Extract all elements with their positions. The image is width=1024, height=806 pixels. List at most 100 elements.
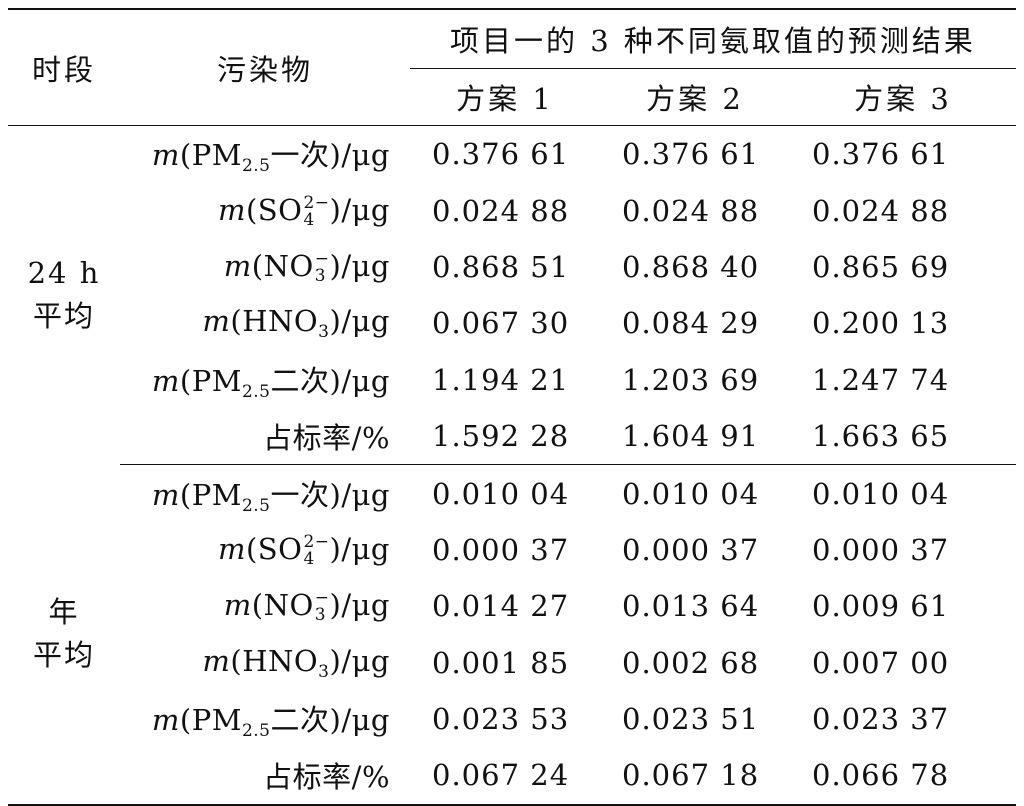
period-cell: 24 h 平均 (8, 126, 120, 465)
mass-symbol: m (217, 192, 246, 227)
results-table-container: 时段 污染物 项目一的 3 种不同氨取值的预测结果 方案 1 方案 2 方案 3… (8, 8, 1016, 806)
value-plan-1: 0.001 85 (432, 645, 570, 680)
table-row: m(PM2.5二次)/μg 0.023 53 0.023 51 0.023 37 (8, 691, 1016, 747)
value-plan-2: 0.002 68 (622, 645, 760, 680)
value-plan-2: 0.067 18 (600, 747, 790, 806)
header-period: 时段 (8, 9, 120, 126)
value-plan-3: 0.023 37 (812, 702, 950, 737)
ion-charge: − (314, 248, 330, 269)
mass-symbol: m (217, 531, 246, 566)
pollutant-name: (PM (179, 477, 242, 512)
value-plan-1: 0.000 37 (432, 532, 570, 567)
pollutant-cell: m(PM2.5一次)/μg (120, 465, 410, 522)
pollutant-name: (SO (245, 531, 303, 566)
pollutant-cell: m(HNO3)/μg (120, 635, 410, 691)
pollutant-unit: )/μg (329, 192, 390, 227)
ion-charge: 2− (303, 531, 330, 552)
value-plan-2: 0.376 61 (622, 137, 760, 172)
value-plan-3: 1.247 74 (812, 362, 950, 397)
table-row: 占标率/% 0.067 24 0.067 18 0.066 78 (8, 747, 1016, 806)
pollutant-name: (NO (251, 588, 314, 623)
header-pollutant: 污染物 (120, 9, 410, 126)
mass-symbol: m (223, 248, 252, 283)
pollutant-unit: )/μg (329, 643, 390, 678)
value-plan-3: 0.376 61 (812, 137, 950, 172)
pollutant-cell: 占标率/% (120, 747, 410, 806)
value-plan-1: 0.014 27 (432, 589, 570, 624)
pollutant-unit: )/μg (329, 531, 390, 566)
pollutant-unit: 一次)/μg (270, 138, 390, 173)
value-plan-2: 0.084 29 (622, 306, 760, 341)
pollutant-unit: )/μg (329, 304, 390, 339)
pollutant-cell: 占标率/% (120, 407, 410, 466)
table-row: 年平均 m(PM2.5一次)/μg 0.010 04 0.010 04 0.010 04 (8, 464, 1016, 806)
table-row: 占标率/% 1.592 28 1.604 91 1.663 65 (8, 407, 1016, 466)
period-cell: 年平均 (8, 464, 120, 806)
ion-subscript: 3 (314, 265, 327, 286)
value-plan-1: 0.868 51 (432, 249, 570, 284)
period-line: 年 (48, 594, 80, 629)
subscript: 2.5 (241, 381, 271, 402)
value-plan-3: 0.009 61 (812, 589, 950, 624)
charge-and-subscript: −3 (314, 248, 330, 286)
pollutant-name: 占标率/% (263, 421, 390, 456)
header-plan-3: 方案 3 (790, 68, 1016, 126)
pollutant-cell: m(PM2.5二次)/μg (120, 691, 410, 747)
table-row: m(HNO3)/μg 0.001 85 0.002 68 0.007 00 (8, 635, 1016, 691)
value-plan-3: 0.000 37 (812, 532, 950, 567)
pollutant-cell: m(PM2.5二次)/μg (120, 352, 410, 408)
table-body: 24 h 平均 m(PM2.5一次)/μg 0.376 61 0.376 61 0.376… (8, 126, 1016, 806)
value-plan-1: 0.376 61 (432, 137, 570, 172)
pollutant-cell: m(PM2.5一次)/μg (120, 126, 410, 183)
value-plan-1: 1.592 28 (410, 407, 600, 466)
pollutant-cell: m(HNO3)/μg (120, 295, 410, 351)
mass-symbol: m (151, 477, 180, 512)
value-plan-1: 0.067 24 (410, 747, 600, 806)
pollutant-cell: m(NO −3)/μg (120, 578, 410, 634)
value-plan-2: 0.010 04 (622, 476, 760, 511)
pollutant-unit: 一次)/μg (270, 477, 390, 512)
charge-and-subscript: 2− 4 (303, 192, 330, 229)
ion-charge: 2− (303, 192, 330, 213)
value-plan-2: 0.024 88 (622, 193, 760, 228)
subscript: 3 (318, 322, 330, 343)
table-row: m(HNO3)/μg 0.067 30 0.084 29 0.200 13 (8, 295, 1016, 351)
value-plan-2: 1.604 91 (600, 407, 790, 466)
pollutant-name: (SO (245, 192, 303, 227)
subscript: 2.5 (241, 721, 271, 742)
pollutant-unit: )/μg (329, 248, 390, 283)
value-plan-2: 0.013 64 (622, 589, 760, 624)
ion-subscript: 3 (314, 605, 327, 626)
header-group-title: 项目一的 3 种不同氨取值的预测结果 (410, 9, 1016, 69)
mass-symbol: m (151, 363, 180, 398)
table-row: m(SO 2− 4)/μg 0.024 88 0.024 88 0.024 88 (8, 182, 1016, 238)
ion-subscript: 4 (303, 548, 315, 569)
value-plan-3: 0.024 88 (812, 193, 950, 228)
value-plan-1: 0.024 88 (432, 193, 570, 228)
charge-and-subscript: 2− 4 (303, 531, 330, 569)
period-line: 平均 (32, 638, 95, 673)
prediction-results-table: 时段 污染物 项目一的 3 种不同氨取值的预测结果 方案 1 方案 2 方案 3… (8, 8, 1016, 806)
mass-symbol: m (151, 703, 180, 738)
value-plan-3: 0.007 00 (812, 645, 950, 680)
mass-symbol: m (223, 588, 252, 623)
pollutant-name: (PM (179, 138, 242, 173)
header-plan-1: 方案 1 (410, 68, 600, 126)
subscript: 2.5 (241, 495, 271, 516)
value-plan-2: 0.000 37 (622, 532, 760, 567)
value-plan-3: 0.066 78 (790, 747, 1016, 806)
pollutant-cell: m(SO 2− 4)/μg (120, 522, 410, 578)
value-plan-3: 1.663 65 (790, 407, 1016, 466)
pollutant-unit: 二次)/μg (270, 703, 390, 738)
header-plan-2: 方案 2 (600, 68, 790, 126)
pollutant-name: (PM (179, 363, 242, 398)
period-line: 平均 (32, 299, 95, 334)
pollutant-name: 占标率/% (263, 760, 390, 795)
value-plan-1: 0.023 53 (432, 702, 570, 737)
pollutant-cell: m(SO 2− 4)/μg (120, 182, 410, 238)
pollutant-name: (PM (179, 703, 242, 738)
subscript: 3 (318, 661, 330, 682)
pollutant-name: (HNO (230, 304, 319, 339)
ion-charge: − (314, 588, 330, 609)
period-line: 24 h (27, 255, 101, 290)
